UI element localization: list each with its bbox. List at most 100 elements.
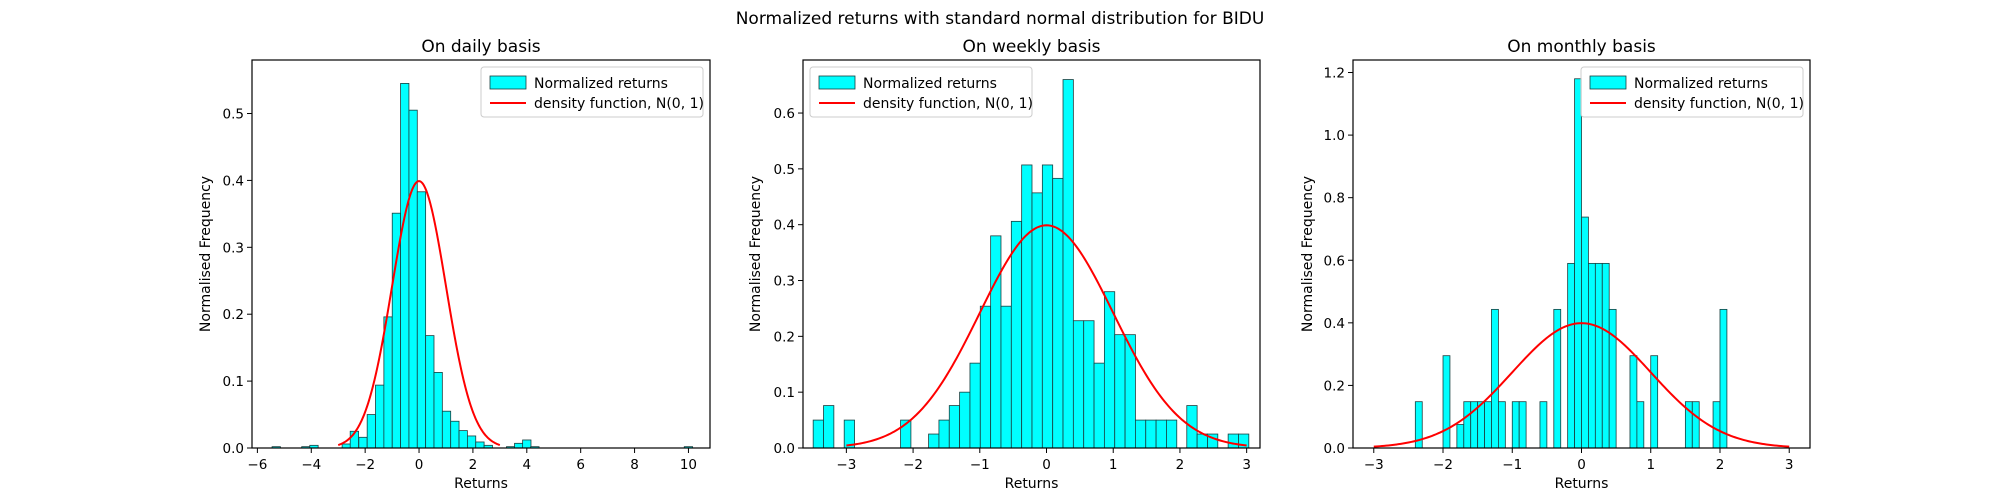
legend-bar-swatch	[818, 75, 856, 90]
legend: Normalized returns density function, N(0,…	[1580, 66, 1804, 118]
legend: Normalized returns density function, N(0,…	[809, 66, 1033, 118]
y-axis-label: Normalised Frequency	[1300, 176, 1316, 332]
histogram-bar	[408, 109, 418, 449]
histogram-bar	[1093, 362, 1105, 449]
figure-suptitle: Normalized returns with standard normal …	[736, 9, 1265, 29]
y-tick-label: 0.6	[1324, 253, 1345, 269]
y-tick-label: 0.4	[223, 173, 244, 189]
x-tick-label: 2	[1176, 457, 1185, 473]
x-tick-label: −2	[1433, 457, 1453, 473]
histogram-bar	[1719, 308, 1728, 449]
legend: Normalized returns density function, N(0,…	[480, 66, 704, 118]
histogram-bar	[1691, 401, 1700, 449]
y-tick-label: 0.0	[223, 441, 244, 457]
y-tick-label: 0.8	[1324, 191, 1345, 207]
x-axis-label: Returns	[1555, 476, 1609, 492]
histogram-bar	[812, 419, 824, 449]
x-tick-label: 2	[1716, 457, 1725, 473]
x-tick-label: −3	[1364, 457, 1384, 473]
histogram-bar	[475, 441, 485, 449]
histogram-bar	[1010, 220, 1023, 449]
legend-label: density function, N(0, 1)	[1634, 96, 1804, 112]
x-tick-label: 0	[415, 457, 424, 473]
legend-bar-swatch	[489, 75, 527, 90]
histogram-bar	[823, 405, 835, 449]
legend-box	[809, 66, 1033, 118]
histogram-bar	[1155, 419, 1167, 449]
histogram-bar	[979, 305, 992, 449]
y-tick-label: 0.2	[1324, 378, 1345, 394]
y-axis-label: Normalised Frequency	[748, 176, 764, 332]
y-tick-label: 0.4	[1324, 316, 1345, 332]
legend-label: density function, N(0, 1)	[534, 96, 704, 112]
y-tick-label: 0.4	[774, 218, 795, 234]
y-tick-label: 0.1	[223, 374, 244, 390]
y-tick-label: 0.3	[223, 240, 244, 256]
histogram-bar	[1072, 320, 1085, 449]
histogram-bar	[1629, 355, 1638, 449]
histogram-bar	[1539, 401, 1548, 449]
density-curve-line	[1373, 322, 1790, 448]
histogram-bar	[1041, 164, 1054, 449]
density-curve-line	[846, 224, 1247, 447]
histogram-bar	[1636, 401, 1645, 449]
y-tick-label: 1.2	[1324, 66, 1345, 82]
histogram-bar	[400, 83, 410, 449]
subplot-title: On daily basis	[421, 37, 540, 57]
histogram-bar	[1712, 401, 1721, 449]
histogram-bar	[383, 316, 393, 449]
histogram-bar	[1227, 433, 1239, 449]
histogram-bar	[1491, 308, 1499, 449]
x-tick-label: −6	[247, 457, 267, 473]
histogram-bar	[1594, 262, 1603, 449]
x-tick-label: 6	[576, 457, 585, 473]
histogram-bar	[341, 443, 351, 449]
histogram-bar	[1456, 424, 1465, 449]
histogram-bar	[1083, 320, 1095, 449]
histogram-bar	[969, 362, 981, 449]
subplot-title: On monthly basis	[1507, 37, 1656, 57]
histogram-bar	[1021, 164, 1033, 449]
x-axis-label: Returns	[1005, 476, 1059, 492]
histogram-bar	[450, 420, 460, 449]
subplot-weekly: On weekly basis Returns Normalised Frequ…	[748, 37, 1261, 492]
x-tick-label: 0	[1577, 457, 1586, 473]
subplot-monthly: On monthly basis Returns Normalised Freq…	[1300, 37, 1811, 492]
histogram-bar	[416, 191, 427, 449]
histogram-bar	[959, 391, 971, 449]
density-curve-line	[337, 180, 501, 446]
x-tick-label: 3	[1242, 457, 1251, 473]
histogram-bar	[1574, 78, 1582, 449]
subplot-daily: On daily basis Returns Normalised Freque…	[198, 37, 711, 492]
y-tick-label: 0.3	[774, 274, 795, 290]
histogram-bar	[375, 384, 385, 449]
histogram-bar	[928, 433, 940, 449]
legend-label: density function, N(0, 1)	[863, 96, 1033, 112]
x-tick-label: −1	[970, 457, 990, 473]
y-tick-label: 0.2	[223, 307, 244, 323]
legend-bar-swatch	[1589, 75, 1627, 90]
y-tick-label: 1.0	[1324, 128, 1345, 144]
histogram-bar	[1477, 401, 1485, 449]
histogram-bar	[458, 430, 468, 449]
histogram-bar	[1498, 401, 1506, 449]
x-tick-label: 8	[630, 457, 639, 473]
histogram-bar	[514, 442, 524, 449]
subplot-title: On weekly basis	[962, 37, 1100, 57]
x-tick-label: −2	[355, 457, 375, 473]
y-tick-label: 0.0	[1324, 441, 1345, 457]
histogram-bar	[1031, 192, 1043, 449]
histogram-bar	[938, 419, 950, 449]
legend-box	[1580, 66, 1804, 118]
histogram-bar	[1581, 216, 1589, 449]
histogram-bar	[522, 439, 532, 449]
histogram-bar	[1511, 401, 1520, 449]
histogram-bar	[425, 335, 435, 449]
legend-box	[480, 66, 704, 118]
y-tick-label: 0.1	[774, 385, 795, 401]
legend-label: Normalized returns	[863, 76, 997, 92]
histogram-bar	[1103, 291, 1116, 449]
x-tick-label: 1	[1109, 457, 1118, 473]
histogram-bar	[1114, 334, 1126, 449]
histogram-bar	[1484, 401, 1492, 449]
